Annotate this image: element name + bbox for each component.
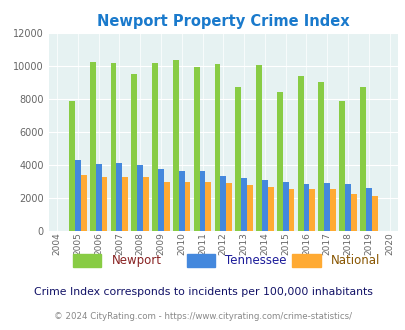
Bar bbox=[122, 178, 128, 231]
Bar bbox=[226, 183, 231, 231]
Bar bbox=[324, 183, 329, 231]
Bar bbox=[111, 63, 116, 231]
Bar bbox=[350, 194, 356, 231]
Bar bbox=[282, 182, 288, 231]
Text: National: National bbox=[330, 254, 379, 267]
Title: Newport Property Crime Index: Newport Property Crime Index bbox=[97, 14, 349, 29]
Bar bbox=[246, 185, 252, 231]
Bar bbox=[235, 87, 241, 231]
Bar bbox=[193, 67, 199, 231]
Bar bbox=[267, 187, 273, 231]
Bar bbox=[131, 74, 137, 231]
Bar bbox=[199, 171, 205, 231]
Bar bbox=[309, 189, 314, 231]
Bar bbox=[143, 178, 149, 231]
Bar bbox=[214, 64, 220, 231]
Bar bbox=[371, 196, 377, 231]
Bar bbox=[303, 184, 309, 231]
Bar bbox=[276, 92, 282, 231]
Bar bbox=[359, 87, 365, 231]
Bar bbox=[152, 63, 158, 231]
Bar bbox=[116, 163, 122, 231]
Bar bbox=[101, 177, 107, 231]
Bar bbox=[205, 182, 211, 231]
Bar bbox=[178, 171, 184, 231]
Bar bbox=[261, 180, 267, 231]
Bar bbox=[220, 176, 226, 231]
Bar bbox=[90, 62, 96, 231]
Bar bbox=[184, 182, 190, 231]
Bar bbox=[81, 175, 86, 231]
Bar bbox=[164, 182, 169, 231]
Bar bbox=[241, 178, 246, 231]
Bar bbox=[365, 188, 371, 231]
Bar bbox=[96, 164, 101, 231]
Bar bbox=[288, 189, 294, 231]
Bar bbox=[344, 184, 350, 231]
Bar bbox=[158, 169, 164, 231]
Bar bbox=[69, 101, 75, 231]
Bar bbox=[173, 60, 178, 231]
Bar bbox=[75, 160, 81, 231]
Bar bbox=[339, 101, 344, 231]
Text: © 2024 CityRating.com - https://www.cityrating.com/crime-statistics/: © 2024 CityRating.com - https://www.city… bbox=[54, 312, 351, 321]
Text: Tennessee: Tennessee bbox=[225, 254, 286, 267]
Text: Newport: Newport bbox=[111, 254, 161, 267]
Bar bbox=[256, 65, 261, 231]
Bar bbox=[297, 76, 303, 231]
Bar bbox=[318, 82, 324, 231]
Bar bbox=[137, 165, 143, 231]
Bar bbox=[329, 189, 335, 231]
Text: Crime Index corresponds to incidents per 100,000 inhabitants: Crime Index corresponds to incidents per… bbox=[34, 287, 371, 297]
